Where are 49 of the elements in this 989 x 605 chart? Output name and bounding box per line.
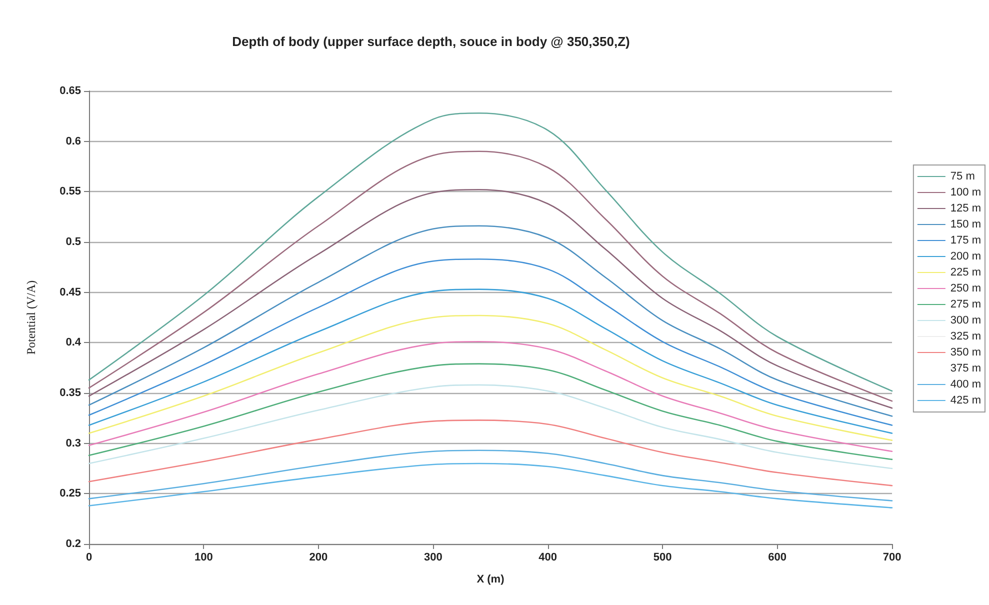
y-tick-label: 0.5 — [66, 236, 81, 248]
line-series — [88, 450, 893, 502]
line-series — [88, 150, 893, 402]
y-tick-label: 0.35 — [60, 387, 81, 399]
legend-label: 300 m — [950, 314, 982, 326]
y-tick-label: 0.55 — [60, 186, 81, 198]
line-series — [88, 384, 893, 470]
legend-label: 150 m — [950, 218, 982, 230]
legend-label: 325 m — [950, 330, 982, 342]
y-axis-title: Potential (V/A) — [24, 280, 38, 355]
line-series — [88, 189, 893, 409]
x-tick-label: 300 — [424, 552, 442, 564]
legend-label: 250 m — [950, 282, 982, 294]
legend-label: 100 m — [950, 186, 982, 198]
x-tick-label: 100 — [194, 552, 213, 564]
line-series — [88, 314, 893, 441]
x-tick-label: 600 — [768, 552, 786, 564]
x-tick-label: 200 — [309, 552, 328, 564]
legend-label: 400 m — [950, 378, 982, 390]
y-tick-label: 0.25 — [60, 488, 81, 500]
legend-label: 350 m — [950, 346, 982, 358]
legend-label: 275 m — [950, 298, 982, 310]
line-series — [88, 341, 893, 452]
y-tick-label: 0.3 — [66, 437, 81, 450]
line-series — [88, 420, 893, 486]
y-tick-label: 0.2 — [66, 538, 81, 550]
y-tick-label: 0.4 — [66, 336, 82, 349]
legend-label: 175 m — [950, 234, 982, 246]
y-tick-label: 0.65 — [60, 85, 81, 97]
legend-label: 200 m — [950, 250, 982, 262]
legend-label: 225 m — [950, 266, 982, 278]
x-tick-label: 700 — [882, 552, 902, 564]
y-tick-label: 0.6 — [66, 135, 81, 148]
legend-label: 425 m — [950, 394, 982, 406]
legend-label: 75 m — [950, 170, 975, 182]
line-series — [88, 225, 893, 417]
line-series — [88, 363, 893, 460]
line-series — [88, 258, 893, 426]
x-axis-title: X (m) — [476, 574, 505, 586]
line-series — [88, 462, 893, 508]
chart-title: Depth of body (upper surface depth, souce in body @ 350,350,Z) — [232, 34, 630, 49]
text: 375 m — [950, 362, 982, 374]
y-tick-label: 0.45 — [60, 286, 81, 298]
line-series — [88, 112, 893, 392]
legend-label: 125 m — [950, 202, 982, 214]
line-series — [88, 288, 893, 434]
x-tick-label: 500 — [653, 552, 672, 564]
x-tick-label: 0 — [86, 552, 92, 564]
x-tick-label: 400 — [538, 552, 558, 564]
